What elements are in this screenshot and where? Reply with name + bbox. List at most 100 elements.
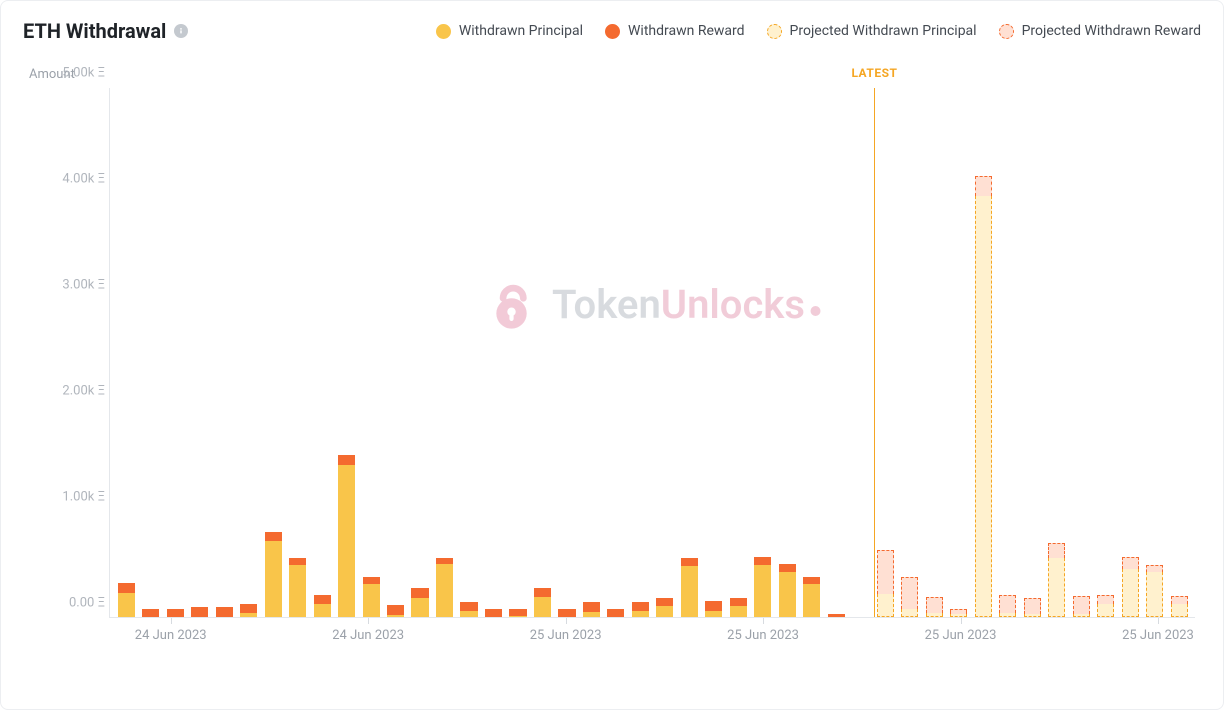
bar[interactable]	[289, 558, 306, 617]
bar-reward-segment	[681, 558, 698, 566]
bar-principal-segment	[999, 613, 1016, 617]
bar[interactable]	[191, 607, 208, 617]
bar-reward-segment	[999, 595, 1016, 613]
bar[interactable]	[314, 595, 331, 617]
legend-item[interactable]: Withdrawn Principal	[436, 23, 583, 39]
bar-reward-segment	[975, 176, 992, 196]
bar-reward-segment	[191, 607, 208, 617]
bar-reward-segment	[1097, 595, 1114, 605]
bar[interactable]	[363, 577, 380, 617]
bar[interactable]	[167, 609, 184, 617]
bar[interactable]	[1024, 598, 1041, 617]
bar[interactable]	[534, 588, 551, 617]
bar-reward-segment	[1122, 557, 1139, 570]
bar[interactable]	[901, 577, 918, 617]
bar[interactable]	[460, 602, 477, 617]
legend-label: Withdrawn Reward	[628, 23, 745, 39]
bar[interactable]	[387, 605, 404, 617]
bar-principal-segment	[975, 196, 992, 617]
legend-swatch	[436, 24, 451, 39]
bar[interactable]	[338, 455, 355, 617]
bar[interactable]	[656, 598, 673, 617]
bar[interactable]	[485, 609, 502, 617]
x-tick-mark	[171, 618, 172, 624]
bar-principal-segment	[950, 614, 967, 617]
bar[interactable]	[705, 601, 722, 617]
bar[interactable]	[265, 532, 282, 617]
bar-reward-segment	[779, 564, 796, 571]
x-tick-label: 25 Jun 2023	[925, 628, 997, 643]
info-icon[interactable]	[174, 24, 188, 38]
bar-reward-segment	[118, 583, 135, 593]
legend-swatch	[605, 24, 620, 39]
bar-reward-segment	[387, 605, 404, 615]
x-tick-mark	[566, 618, 567, 624]
bar-principal-segment	[656, 606, 673, 617]
bar[interactable]	[607, 609, 624, 617]
bar-principal-segment	[1097, 604, 1114, 617]
bar-slot	[604, 88, 628, 617]
bar[interactable]	[1048, 543, 1065, 617]
bar-reward-segment	[632, 602, 649, 610]
bar-slot	[1167, 88, 1191, 617]
bar-reward-segment	[338, 455, 355, 465]
bar[interactable]	[558, 609, 575, 617]
bar[interactable]	[509, 609, 526, 617]
bar[interactable]	[1073, 596, 1090, 617]
bar[interactable]	[730, 598, 747, 617]
x-tick-label: 24 Jun 2023	[332, 628, 404, 643]
bar-principal-segment	[509, 616, 526, 617]
bar[interactable]	[1146, 565, 1163, 617]
legend-item[interactable]: Projected Withdrawn Principal	[767, 23, 977, 39]
bar-slot	[800, 88, 824, 617]
plot: TokenUnlocks LATEST	[109, 88, 1195, 618]
bar-principal-segment	[877, 594, 894, 617]
bar[interactable]	[877, 550, 894, 617]
bar[interactable]	[999, 595, 1016, 617]
chart-title-text: ETH Withdrawal	[23, 19, 166, 43]
bar-principal-segment	[1073, 614, 1090, 617]
y-tick: 2.00k Ξ	[62, 384, 105, 399]
legend-item[interactable]: Withdrawn Reward	[605, 23, 745, 39]
bar-slot	[849, 88, 873, 617]
bar[interactable]	[216, 607, 233, 617]
bar[interactable]	[1171, 596, 1188, 617]
bar-principal-segment	[730, 606, 747, 617]
bar[interactable]	[803, 577, 820, 617]
bar[interactable]	[950, 609, 967, 617]
bar-slot	[726, 88, 750, 617]
bar[interactable]	[436, 558, 453, 617]
bar-reward-segment	[289, 558, 306, 565]
bar-slot	[653, 88, 677, 617]
bar[interactable]	[926, 597, 943, 617]
bar-slot	[677, 88, 701, 617]
legend-item[interactable]: Projected Withdrawn Reward	[999, 23, 1201, 39]
bar-slot	[1118, 88, 1142, 617]
bar-principal-segment	[411, 598, 428, 617]
bar[interactable]	[779, 564, 796, 617]
bar[interactable]	[975, 176, 992, 617]
bar[interactable]	[583, 602, 600, 617]
bar-reward-segment	[142, 609, 159, 617]
bar[interactable]	[411, 588, 428, 617]
bar-slot	[1044, 88, 1068, 617]
bar[interactable]	[681, 558, 698, 617]
chart-legend: Withdrawn Principal Withdrawn Reward Proje…	[436, 23, 1201, 39]
bar[interactable]	[754, 557, 771, 617]
bar-slot	[187, 88, 211, 617]
y-axis-label: Amount	[29, 67, 1201, 82]
bar[interactable]	[828, 614, 845, 617]
bar[interactable]	[1097, 595, 1114, 617]
bar-reward-segment	[1024, 598, 1041, 614]
bar[interactable]	[632, 602, 649, 617]
bar[interactable]	[240, 604, 257, 617]
bar[interactable]	[118, 583, 135, 617]
latest-marker-label: LATEST	[851, 66, 897, 80]
bar-slot	[946, 88, 970, 617]
bar[interactable]	[142, 609, 159, 617]
bar-reward-segment	[314, 595, 331, 605]
bar[interactable]	[1122, 557, 1139, 617]
bar-reward-segment	[754, 557, 771, 565]
bar-reward-segment	[901, 577, 918, 609]
y-tick: 4.00k Ξ	[62, 172, 105, 187]
